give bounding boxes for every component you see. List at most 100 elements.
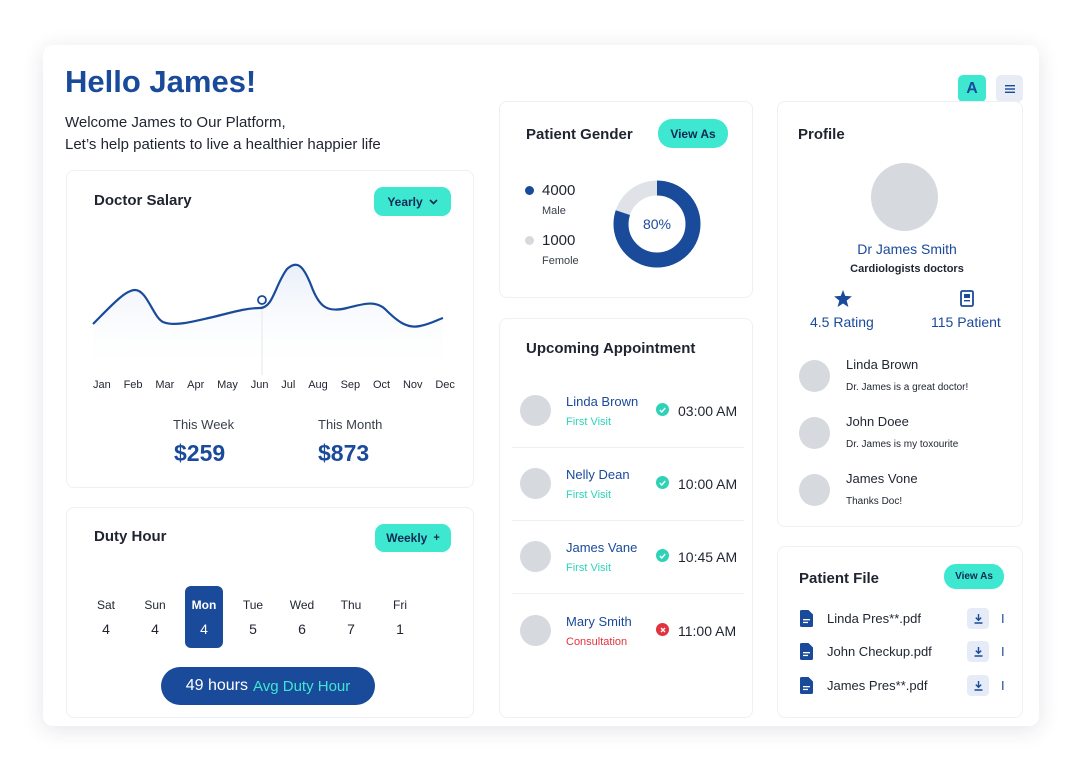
female-count: 1000 bbox=[542, 232, 576, 249]
rating-value: 4.5 Rating bbox=[810, 314, 874, 330]
file-item[interactable]: Linda Pres**.pdf I bbox=[800, 608, 1010, 630]
patient-avatar bbox=[520, 541, 551, 572]
pdf-file-icon bbox=[800, 610, 813, 627]
user-avatar-button[interactable]: A bbox=[958, 75, 986, 102]
appointment-divider bbox=[512, 520, 744, 521]
greeting-title: Hello James! bbox=[65, 64, 257, 99]
day-hours: 4 bbox=[102, 620, 110, 637]
appointment-type: First Visit bbox=[566, 562, 612, 574]
salary-marker-point[interactable] bbox=[257, 295, 267, 305]
appointment-type: Consultation bbox=[566, 636, 628, 648]
profile-title: Profile bbox=[798, 126, 845, 143]
more-action-glyph[interactable]: I bbox=[1001, 644, 1005, 659]
greeting-line-1: Welcome James to Our Platform, bbox=[65, 114, 286, 131]
patient-file-title: Patient File bbox=[799, 570, 880, 587]
appointment-patient-name: Linda Brown bbox=[566, 394, 639, 409]
month-tick-label: Oct bbox=[373, 379, 391, 391]
download-icon bbox=[974, 680, 982, 691]
this-month-label: This Month bbox=[318, 417, 383, 432]
this-week-label: This Week bbox=[173, 417, 235, 432]
gender-donut-chart: 80% bbox=[613, 180, 701, 268]
appointment-time: 10:45 AM bbox=[678, 549, 738, 565]
day-wed[interactable]: Wed 6 bbox=[283, 586, 321, 648]
month-tick-label: Feb bbox=[123, 379, 143, 391]
appointment-patient-name: Nelly Dean bbox=[566, 467, 630, 482]
duty-day-strip: Sat 4 Sun 4 Mon 4 Tue 5 Wed 6 Thu 7 Fri 1 bbox=[87, 586, 419, 648]
day-mon[interactable]: Mon 4 bbox=[185, 586, 223, 648]
salary-area bbox=[93, 264, 443, 375]
more-action-glyph[interactable]: I bbox=[1001, 678, 1005, 693]
gender-view-as-button[interactable]: View As bbox=[658, 119, 728, 148]
day-tue[interactable]: Tue 5 bbox=[234, 586, 272, 648]
chevron-down-icon bbox=[429, 198, 438, 205]
day-name: Fri bbox=[393, 597, 407, 612]
day-hours: 4 bbox=[151, 620, 159, 637]
month-tick-label: Mar bbox=[155, 379, 175, 391]
review-text: Thanks Doc! bbox=[846, 496, 903, 507]
reviewer-avatar bbox=[799, 474, 830, 506]
day-fri[interactable]: Fri 1 bbox=[381, 586, 419, 648]
pdf-file-icon bbox=[800, 677, 813, 694]
day-hours: 5 bbox=[249, 620, 257, 637]
donut-male-segment bbox=[613, 180, 701, 268]
cancel-circle-icon bbox=[656, 623, 669, 636]
day-hours: 1 bbox=[396, 620, 404, 637]
more-action-glyph[interactable]: I bbox=[1001, 611, 1005, 626]
appointment-time: 11:00 AM bbox=[678, 623, 737, 639]
upcoming-appointment-card bbox=[499, 318, 753, 718]
appointment-time: 03:00 AM bbox=[678, 403, 738, 419]
star-icon bbox=[834, 290, 852, 307]
file-item[interactable]: John Checkup.pdf I bbox=[800, 641, 1010, 663]
this-month-value: $873 bbox=[318, 440, 370, 466]
duty-period-label: Weekly bbox=[386, 531, 428, 545]
month-tick-label: Jan bbox=[93, 379, 111, 391]
appointment-divider bbox=[512, 593, 744, 594]
month-tick-label: Dec bbox=[435, 379, 455, 391]
duty-period-dropdown[interactable]: Weekly + bbox=[375, 524, 451, 552]
day-thu[interactable]: Thu 7 bbox=[332, 586, 370, 648]
file-item[interactable]: James Pres**.pdf I bbox=[800, 675, 1010, 697]
doctor-name: Dr James Smith bbox=[857, 241, 957, 257]
review-text: Dr. James is my toxourite bbox=[846, 439, 959, 450]
day-name: Tue bbox=[242, 597, 264, 612]
download-button[interactable] bbox=[967, 608, 989, 629]
appointment-item[interactable]: Nelly Dean First Visit 10:00 AM bbox=[510, 447, 744, 520]
day-sun[interactable]: Sun 4 bbox=[136, 586, 174, 648]
download-button[interactable] bbox=[967, 641, 989, 662]
avg-duty-hour-banner: 49 hours Avg Duty Hour bbox=[161, 667, 375, 705]
salary-month-axis: Jan Feb Mar Apr May Jun Jul Aug Sep Oct Nov Dec bbox=[93, 379, 455, 391]
upcoming-appointment-title: Upcoming Appointment bbox=[526, 340, 696, 357]
reviewer-name: Linda Brown bbox=[846, 357, 919, 372]
day-name: Sun bbox=[144, 597, 166, 612]
file-name: Linda Pres**.pdf bbox=[827, 611, 921, 626]
appointment-item[interactable]: James Vane First Visit 10:45 AM bbox=[510, 520, 744, 593]
appointment-type: First Visit bbox=[566, 489, 612, 501]
day-name: Wed bbox=[289, 597, 315, 612]
day-name: Thu bbox=[340, 597, 362, 612]
day-name: Mon bbox=[191, 597, 217, 612]
check-circle-icon bbox=[656, 549, 669, 562]
plus-icon: + bbox=[433, 532, 440, 544]
month-tick-label: May bbox=[217, 379, 238, 391]
review-text: Dr. James is a great doctor! bbox=[846, 382, 969, 393]
month-tick-label: Nov bbox=[402, 379, 423, 391]
patient-avatar bbox=[520, 615, 551, 646]
month-tick-label: Jul bbox=[281, 379, 296, 391]
doctor-specialty: Cardiologists doctors bbox=[850, 263, 964, 275]
patient-count: 115 Patient bbox=[931, 314, 1001, 330]
check-circle-icon bbox=[656, 476, 669, 489]
appointment-item[interactable]: Mary Smith Consultation 11:00 AM bbox=[510, 594, 744, 667]
download-button[interactable] bbox=[967, 675, 989, 696]
reviewer-avatar bbox=[799, 360, 830, 392]
day-sat[interactable]: Sat 4 bbox=[87, 586, 125, 648]
month-tick-label: Apr bbox=[187, 379, 205, 391]
salary-period-dropdown[interactable]: Yearly bbox=[374, 187, 451, 216]
female-legend-dot bbox=[525, 236, 534, 245]
this-week-value: $259 bbox=[174, 440, 226, 466]
appointment-item[interactable]: Linda Brown First Visit 03:00 AM bbox=[510, 374, 744, 447]
menu-button[interactable] bbox=[996, 75, 1023, 102]
files-view-as-button[interactable]: View As bbox=[944, 564, 1004, 589]
salary-period-label: Yearly bbox=[387, 194, 423, 209]
file-name: John Checkup.pdf bbox=[827, 644, 932, 659]
menu-icon bbox=[1004, 84, 1015, 93]
